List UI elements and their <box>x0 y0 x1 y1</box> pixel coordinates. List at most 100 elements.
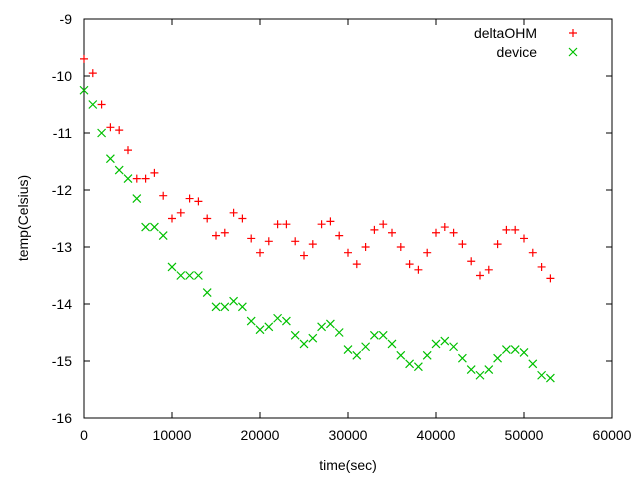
point <box>440 336 450 346</box>
point <box>317 322 327 332</box>
point <box>167 262 177 272</box>
point <box>493 353 503 363</box>
point <box>449 228 458 237</box>
plot-frame <box>83 18 613 419</box>
point <box>440 223 449 232</box>
point <box>212 231 220 240</box>
point <box>97 100 106 109</box>
y-tick-label: -10 <box>52 68 72 84</box>
point <box>528 359 538 369</box>
point <box>466 365 476 374</box>
x-tick-label: 20000 <box>241 427 280 443</box>
point <box>123 174 133 184</box>
point <box>132 194 142 203</box>
y-tick-label: -12 <box>52 182 72 198</box>
point <box>431 339 441 349</box>
point <box>414 265 423 274</box>
point <box>537 262 546 271</box>
point <box>475 370 485 380</box>
point <box>378 330 388 340</box>
point <box>387 339 397 349</box>
point <box>159 191 168 200</box>
x-tick-label: 30000 <box>329 427 368 443</box>
point <box>484 265 493 274</box>
point <box>537 370 547 380</box>
point <box>220 228 229 237</box>
point <box>193 271 203 280</box>
point <box>238 214 247 223</box>
point <box>352 260 361 269</box>
point <box>396 243 405 251</box>
point <box>334 328 344 337</box>
point <box>361 342 371 352</box>
point <box>132 174 141 183</box>
point <box>457 353 467 363</box>
point <box>493 240 502 249</box>
point <box>168 214 176 223</box>
point <box>115 126 124 135</box>
point <box>396 350 406 360</box>
point <box>105 154 115 164</box>
point <box>352 350 362 360</box>
point <box>273 220 282 229</box>
point <box>502 225 511 234</box>
y-tick-label: -15 <box>52 353 72 369</box>
point <box>114 165 124 175</box>
point <box>317 220 326 229</box>
point <box>290 330 300 340</box>
point <box>300 251 308 260</box>
legend-marker <box>568 47 578 57</box>
point <box>88 69 97 78</box>
point <box>124 146 132 155</box>
point <box>185 194 194 203</box>
point <box>106 123 115 132</box>
point <box>388 228 396 237</box>
point <box>369 330 379 340</box>
point <box>255 325 265 335</box>
point <box>484 365 494 374</box>
point <box>405 359 415 369</box>
point <box>149 222 159 232</box>
point <box>308 333 318 343</box>
point <box>299 339 309 349</box>
legend-marker <box>569 29 577 37</box>
point <box>379 220 388 229</box>
point <box>281 316 291 326</box>
point <box>273 313 283 323</box>
point <box>185 271 195 280</box>
point <box>344 248 352 257</box>
y-tick-label: -9 <box>60 11 73 27</box>
point <box>176 208 185 217</box>
point <box>291 237 300 246</box>
point <box>256 248 264 257</box>
point <box>528 248 537 257</box>
point <box>150 168 159 177</box>
point <box>510 345 520 355</box>
point <box>422 350 432 360</box>
y-axis-label: temp(Celsius) <box>15 175 31 261</box>
x-tick-label: 60000 <box>593 427 632 443</box>
legend-label: deltaOHM <box>474 25 537 41</box>
point <box>203 214 212 223</box>
point <box>158 231 168 241</box>
point <box>211 302 221 312</box>
point <box>202 288 212 298</box>
point <box>520 234 528 243</box>
point <box>176 271 186 280</box>
point <box>546 274 555 283</box>
point <box>79 85 89 95</box>
point <box>220 302 230 312</box>
point <box>282 220 291 229</box>
y-tick-label: -13 <box>52 239 72 255</box>
point <box>264 237 273 246</box>
point <box>405 260 414 269</box>
y-tick-label: -16 <box>52 410 72 426</box>
point <box>519 348 529 357</box>
legend-label: device <box>497 44 538 60</box>
point <box>361 243 370 251</box>
x-axis-label: time(sec) <box>319 457 377 473</box>
point <box>343 345 353 355</box>
point <box>237 302 247 312</box>
point <box>511 225 520 234</box>
